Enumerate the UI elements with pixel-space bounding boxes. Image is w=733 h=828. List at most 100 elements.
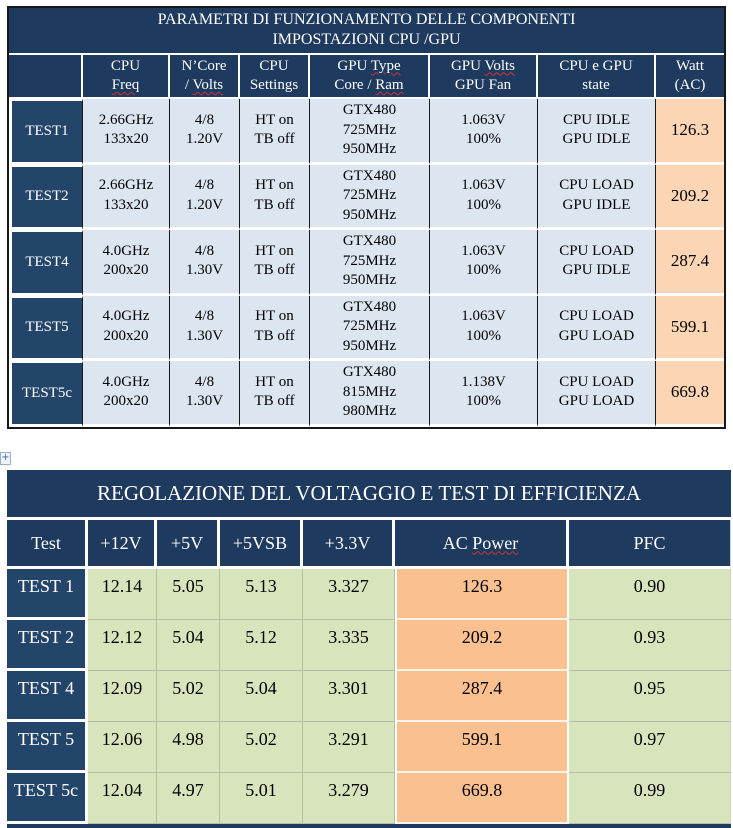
cell-cpu-freq: 2.66GHz 133x20 <box>83 164 170 231</box>
cell-pfc: 0.95 <box>569 671 731 722</box>
col-header-pfc: PFC <box>569 520 731 569</box>
cell-5v: 5.04 <box>157 620 220 671</box>
col-header-cpu-freq: CPU Freq <box>83 55 170 100</box>
cell-state: CPU LOAD GPU IDLE <box>538 230 656 296</box>
cell-ac-power: 287.4 <box>395 671 569 722</box>
cell-ac-power: 669.8 <box>395 773 569 824</box>
col-header-ncore-volts: N’Core / Volts <box>170 55 240 100</box>
row-label: TEST 1 <box>7 569 88 620</box>
cell-ncore-volts: 4/8 1.20V <box>170 164 240 231</box>
row-label: TEST2 <box>9 164 83 231</box>
table-row: TEST5c 4.0GHz 200x20 4/8 1.30V HT on TB … <box>9 361 725 427</box>
cell-state: CPU IDLE GPU IDLE <box>538 99 656 165</box>
cell-cpu-freq: 4.0GHz 200x20 <box>83 361 170 427</box>
table-row: TEST4 4.0GHz 200x20 4/8 1.30V HT on TB o… <box>9 230 725 296</box>
cell-12v: 12.04 <box>88 773 157 824</box>
row-label: TEST1 <box>9 99 83 165</box>
cell-12v: 12.14 <box>88 569 157 620</box>
cell-gpu-volts: 1.063V 100% <box>430 99 538 165</box>
cell-gpu-type: GTX480 815MHz 980MHz <box>310 361 430 427</box>
cell-3v3: 3.335 <box>303 620 395 671</box>
row-label: TEST 5 <box>7 722 88 773</box>
cell-gpu-volts: 1.063V 100% <box>430 295 538 362</box>
table1-header-row: CPU Freq N’Core / Volts CPU Settings GPU Ty… <box>9 55 725 100</box>
cell-3v3: 3.327 <box>303 569 395 620</box>
cell-5v: 5.05 <box>157 569 220 620</box>
cell-pfc: 0.97 <box>569 722 731 773</box>
cell-gpu-volts: 1.063V 100% <box>430 164 538 231</box>
cell-ac-power: 209.2 <box>395 620 569 671</box>
col-header-3v3: +3.3V <box>303 520 395 569</box>
col-header-test: Test <box>7 520 88 569</box>
cell-5vsb: 5.02 <box>220 722 303 773</box>
cell-cpu-settings: HT on TB off <box>240 295 310 362</box>
table-row: TEST 5c 12.04 4.97 5.01 3.279 669.8 0.99 <box>7 773 731 824</box>
cell-pfc: 0.99 <box>569 773 731 824</box>
cell-watt: 669.8 <box>656 361 725 427</box>
cell-gpu-volts: 1.063V 100% <box>430 230 538 296</box>
row-label: TEST 2 <box>7 620 88 671</box>
row-label: TEST4 <box>9 230 83 296</box>
cpu-gpu-settings-table: PARAMETRI DI FUNZIONAMENTO DELLE COMPONE… <box>7 6 727 429</box>
table-move-handle-icon[interactable]: + <box>0 452 11 465</box>
col-header-5v: +5V <box>157 520 220 569</box>
table1-title: PARAMETRI DI FUNZIONAMENTO DELLE COMPONE… <box>9 8 725 56</box>
row-label: TEST5c <box>9 361 83 427</box>
cell-pfc: 0.90 <box>569 569 731 620</box>
cell-3v3: 3.291 <box>303 722 395 773</box>
cell-cpu-settings: HT on TB off <box>240 361 310 427</box>
table2-title: REGOLAZIONE DEL VOLTAGGIO E TEST DI EFFI… <box>7 470 731 520</box>
cell-3v3: 3.279 <box>303 773 395 824</box>
cell-5v: 5.02 <box>157 671 220 722</box>
col-header-gpu-type: GPU Type Core / Ram <box>310 55 430 100</box>
cell-gpu-type: GTX480 725MHz 950MHz <box>310 295 430 362</box>
cell-gpu-volts: 1.138V 100% <box>430 361 538 427</box>
cell-watt: 599.1 <box>656 295 725 362</box>
cell-5vsb: 5.04 <box>220 671 303 722</box>
corner-header-cell <box>9 55 83 100</box>
cell-state: CPU LOAD GPU IDLE <box>538 164 656 231</box>
cell-12v: 12.09 <box>88 671 157 722</box>
cell-gpu-type: GTX480 725MHz 950MHz <box>310 164 430 231</box>
cell-5vsb: 5.12 <box>220 620 303 671</box>
table-row: TEST5 4.0GHz 200x20 4/8 1.30V HT on TB o… <box>9 295 725 362</box>
cell-cpu-settings: HT on TB off <box>240 230 310 296</box>
cell-cpu-freq: 2.66GHz 133x20 <box>83 99 170 165</box>
table-row: TEST 4 12.09 5.02 5.04 3.301 287.4 0.95 <box>7 671 731 722</box>
cell-ncore-volts: 4/8 1.30V <box>170 295 240 362</box>
cell-watt: 209.2 <box>656 164 725 231</box>
cell-ac-power: 126.3 <box>395 569 569 620</box>
cell-12v: 12.06 <box>88 722 157 773</box>
table-row: TEST2 2.66GHz 133x20 4/8 1.20V HT on TB … <box>9 164 725 231</box>
cell-5v: 4.98 <box>157 722 220 773</box>
cell-cpu-settings: HT on TB off <box>240 164 310 231</box>
cell-ncore-volts: 4/8 1.20V <box>170 99 240 165</box>
col-header-watt-ac: Watt (AC) <box>656 55 725 100</box>
col-header-ac-power: AC Power <box>395 520 569 569</box>
cell-cpu-settings: HT on TB off <box>240 99 310 165</box>
cell-cpu-freq: 4.0GHz 200x20 <box>83 230 170 296</box>
table-row: TEST 5 12.06 4.98 5.02 3.291 599.1 0.97 <box>7 722 731 773</box>
cell-gpu-type: GTX480 725MHz 950MHz <box>310 99 430 165</box>
cell-pfc: 0.93 <box>569 620 731 671</box>
cell-3v3: 3.301 <box>303 671 395 722</box>
cell-ncore-volts: 4/8 1.30V <box>170 230 240 296</box>
cell-state: CPU LOAD GPU LOAD <box>538 361 656 427</box>
col-header-12v: +12V <box>88 520 157 569</box>
cell-ac-power: 599.1 <box>395 722 569 773</box>
cell-5vsb: 5.13 <box>220 569 303 620</box>
col-header-gpu-volts: GPU Volts GPU Fan <box>430 55 538 100</box>
col-header-5vsb: +5VSB <box>220 520 303 569</box>
cell-ncore-volts: 4/8 1.30V <box>170 361 240 427</box>
table-row: TEST 1 12.14 5.05 5.13 3.327 126.3 0.90 <box>7 569 731 620</box>
table2-header-row: Test +12V +5V +5VSB +3.3V AC Power PFC <box>7 520 731 569</box>
row-label: TEST 5c <box>7 773 88 824</box>
cell-watt: 287.4 <box>656 230 725 296</box>
cell-12v: 12.12 <box>88 620 157 671</box>
col-header-cpu-settings: CPU Settings <box>240 55 310 100</box>
cell-5vsb: 5.01 <box>220 773 303 824</box>
cell-gpu-type: GTX480 725MHz 950MHz <box>310 230 430 296</box>
col-header-cpu-gpu-state: CPU e GPU state <box>538 55 656 100</box>
table-row: TEST1 2.66GHz 133x20 4/8 1.20V HT on TB … <box>9 99 725 165</box>
row-label: TEST5 <box>9 295 83 362</box>
